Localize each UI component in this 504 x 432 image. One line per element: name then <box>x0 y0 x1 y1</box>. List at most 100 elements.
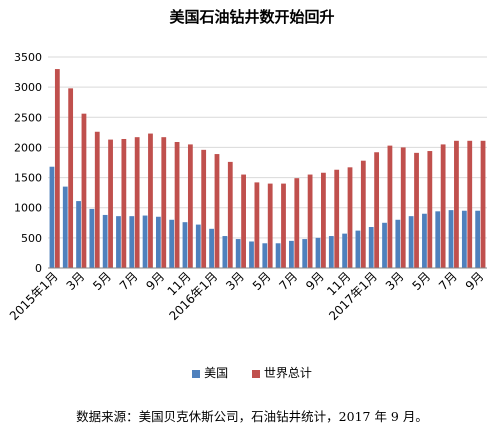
bar-world <box>440 144 446 268</box>
bar-us <box>422 213 427 268</box>
y-tick-label: 1000 <box>14 202 42 215</box>
bar-us <box>302 239 308 268</box>
bar-us <box>209 228 214 268</box>
bar-us <box>249 241 254 268</box>
bar-us <box>222 236 228 268</box>
bar-world <box>81 113 87 268</box>
bar-us <box>169 219 175 268</box>
y-tick-label: 3000 <box>14 81 42 94</box>
bar-world <box>467 140 473 268</box>
bar-us <box>195 224 201 268</box>
bar-us <box>289 240 294 268</box>
bar-us <box>315 237 321 268</box>
bar-us <box>395 219 401 268</box>
bar-world <box>94 131 100 268</box>
bar-us <box>235 239 241 268</box>
y-tick-label: 3500 <box>14 51 42 64</box>
bar-world <box>214 154 220 268</box>
bar-world <box>334 169 340 268</box>
bar-world <box>201 149 207 268</box>
bar-us <box>408 216 414 268</box>
bar-us <box>129 216 135 268</box>
bar-us <box>155 216 161 268</box>
bar-world <box>414 152 419 268</box>
gridlines <box>48 56 487 239</box>
bar-us <box>262 243 268 268</box>
bar-us <box>342 233 348 268</box>
x-tick-label: 3月 <box>64 269 88 293</box>
bar-world <box>400 147 406 268</box>
legend-label-world: 世界总计 <box>263 366 312 380</box>
legend-swatch-world <box>251 369 260 378</box>
bar-world <box>174 142 180 268</box>
bar-world <box>187 144 193 268</box>
x-tick-label: 9月 <box>303 269 327 293</box>
bar-us <box>368 227 374 268</box>
bar-world <box>387 145 393 268</box>
bar-world <box>241 174 246 268</box>
bar-us <box>182 222 188 268</box>
bar-world <box>161 137 167 268</box>
y-tick-label: 0 <box>35 262 42 275</box>
bar-us <box>275 243 281 268</box>
bar-world <box>267 183 273 268</box>
bar-world <box>347 167 353 268</box>
bars <box>49 69 486 268</box>
bar-us <box>448 210 454 268</box>
bar-world <box>321 172 326 268</box>
bar-us <box>62 186 68 268</box>
x-tick-label: 3月 <box>383 269 407 293</box>
x-tick-label: 3月 <box>223 269 247 293</box>
legend: 美国 世界总计 <box>0 364 504 381</box>
bar-world <box>148 133 153 268</box>
x-tick-label: 2015年1月 <box>7 269 61 323</box>
bar-us <box>49 166 55 268</box>
x-tick-label: 7月 <box>276 269 300 293</box>
bar-world <box>294 178 300 268</box>
bar-us <box>435 211 441 268</box>
legend-label-us: 美国 <box>204 366 229 380</box>
x-tick-label: 7月 <box>117 269 141 293</box>
bar-world <box>134 137 140 268</box>
bar-world <box>54 69 60 268</box>
bar-us <box>116 216 121 268</box>
bar-world <box>454 140 459 268</box>
y-tick-label: 2000 <box>14 141 42 154</box>
y-tick-label: 2500 <box>14 111 42 124</box>
bar-world <box>281 183 286 268</box>
bar-us <box>355 230 361 268</box>
legend-item-us: 美国 <box>192 364 228 381</box>
bar-us <box>461 210 467 268</box>
x-tick-label: 7月 <box>436 269 460 293</box>
bar-world <box>427 151 433 268</box>
y-axis-ticks: 0 500 1000 1500 2000 2500 3000 3500 <box>14 51 42 275</box>
x-tick-label: 5月 <box>250 269 274 293</box>
x-tick-label: 9月 <box>463 269 487 293</box>
bar-world <box>360 160 366 268</box>
x-tick-label: 5月 <box>409 269 433 293</box>
bar-world <box>480 140 486 268</box>
bar-world <box>227 161 233 268</box>
bar-world <box>68 88 74 268</box>
x-tick-label: 5月 <box>90 269 114 293</box>
x-tick-label: 9月 <box>143 269 167 293</box>
bar-us <box>475 210 481 268</box>
y-tick-label: 1500 <box>14 172 42 185</box>
bar-world <box>254 182 260 268</box>
bar-us <box>102 214 108 268</box>
bar-world <box>374 152 380 268</box>
bar-us <box>382 222 387 268</box>
source-note: 数据来源：美国贝克休斯公司，石油钻井统计，2017 年 9 月。 <box>76 409 428 424</box>
bar-us <box>328 236 334 268</box>
bar-us <box>89 208 95 268</box>
bar-us <box>76 201 81 268</box>
bar-world <box>121 138 127 268</box>
legend-swatch-us <box>192 369 201 378</box>
chart-title: 美国石油钻井数开始回升 <box>169 8 335 26</box>
bar-us <box>142 215 148 268</box>
legend-item-world: 世界总计 <box>251 364 312 381</box>
bar-world <box>307 174 313 268</box>
bar-world <box>108 139 113 268</box>
